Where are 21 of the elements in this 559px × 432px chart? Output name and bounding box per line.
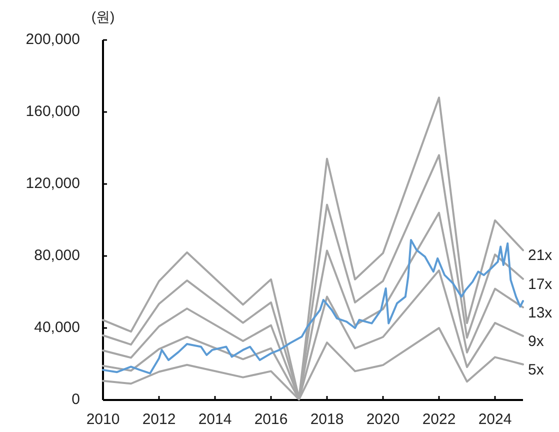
y-tick-label: 40,000 <box>34 318 80 336</box>
x-tick-label: 2022 <box>422 410 456 428</box>
x-tick-label: 2018 <box>310 410 344 428</box>
series-label: 21x <box>528 247 553 264</box>
y-tick-label: 0 <box>72 390 80 408</box>
y-axis-title: (원) <box>91 8 115 25</box>
y-tick-label: 200,000 <box>26 30 80 48</box>
series-label: 9x <box>528 332 544 350</box>
y-tick-label: 120,000 <box>26 174 80 192</box>
x-tick-label: 2024 <box>478 410 512 428</box>
x-tick-label: 2012 <box>142 410 176 428</box>
x-tick-label: 2020 <box>366 410 400 428</box>
series-label: 17x <box>528 276 553 293</box>
series-label: 5x <box>528 361 544 378</box>
x-tick-label: 2010 <box>86 410 120 428</box>
series-label: 13x <box>528 304 553 322</box>
y-tick-label: 160,000 <box>26 102 80 120</box>
x-tick-label: 2014 <box>198 410 232 428</box>
y-tick-label: 80,000 <box>34 246 80 264</box>
line-series <box>102 238 524 374</box>
x-tick-label: 2016 <box>254 410 288 428</box>
